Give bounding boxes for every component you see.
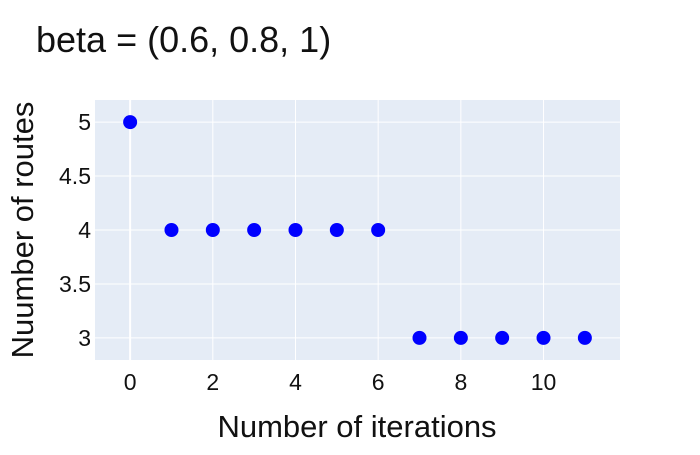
y-tick-label: 3.5 xyxy=(59,271,91,297)
y-tick-label: 5 xyxy=(78,109,91,135)
y-tick-label: 4.5 xyxy=(59,163,91,189)
x-tick-label: 0 xyxy=(124,369,137,395)
data-point xyxy=(329,223,344,237)
y-tick-labels: 3 3.5 4 4.5 5 xyxy=(59,109,91,351)
y-gridlines xyxy=(95,121,620,339)
data-point xyxy=(247,223,262,237)
data-point xyxy=(123,115,138,130)
y-tick-label: 3 xyxy=(78,325,91,351)
x-tick-label: 8 xyxy=(454,369,467,395)
x-tick-label: 2 xyxy=(206,369,219,395)
y-axis-label: Nuumber of routes xyxy=(5,102,40,359)
x-axis-label: Number of iterations xyxy=(217,409,496,444)
data-point xyxy=(288,223,303,237)
data-point xyxy=(205,223,220,237)
x-tick-label: 10 xyxy=(531,369,557,395)
data-point xyxy=(453,330,468,345)
data-point xyxy=(577,330,592,345)
data-point xyxy=(495,330,510,345)
chart-title: beta = (0.6, 0.8, 1) xyxy=(36,19,331,60)
x-tick-label: 6 xyxy=(372,369,385,395)
data-point xyxy=(536,330,551,345)
y-tick-label: 4 xyxy=(78,217,91,243)
data-point xyxy=(371,223,386,237)
data-points xyxy=(123,115,592,345)
x-tick-label: 4 xyxy=(289,369,302,395)
data-point xyxy=(412,330,427,345)
x-tick-labels: 0 2 4 6 8 10 xyxy=(124,369,557,395)
data-point xyxy=(164,223,179,237)
